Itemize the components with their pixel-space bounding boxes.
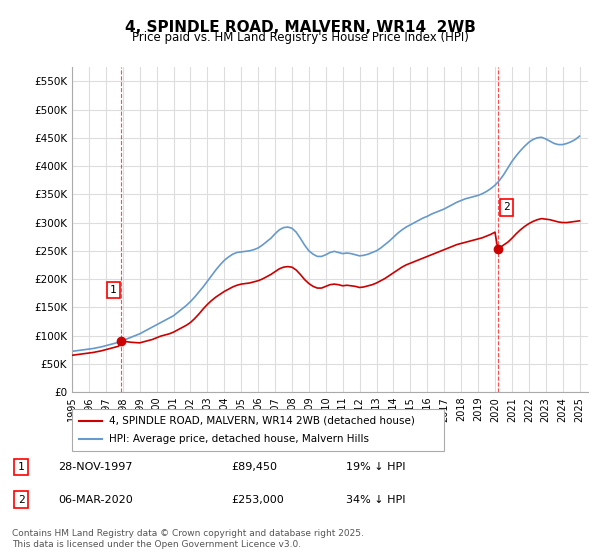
Text: 28-NOV-1997: 28-NOV-1997 [58,462,133,472]
Text: £89,450: £89,450 [231,462,277,472]
Text: Contains HM Land Registry data © Crown copyright and database right 2025.
This d: Contains HM Land Registry data © Crown c… [12,529,364,549]
Text: 4, SPINDLE ROAD, MALVERN, WR14  2WB: 4, SPINDLE ROAD, MALVERN, WR14 2WB [125,20,475,35]
Text: 2: 2 [503,202,510,212]
Text: 19% ↓ HPI: 19% ↓ HPI [346,462,406,472]
Text: 1: 1 [18,462,25,472]
Text: 06-MAR-2020: 06-MAR-2020 [58,495,133,505]
Text: HPI: Average price, detached house, Malvern Hills: HPI: Average price, detached house, Malv… [109,434,369,444]
Text: 1: 1 [110,285,117,295]
FancyBboxPatch shape [72,409,444,451]
Text: 4, SPINDLE ROAD, MALVERN, WR14 2WB (detached house): 4, SPINDLE ROAD, MALVERN, WR14 2WB (deta… [109,416,415,426]
Text: Price paid vs. HM Land Registry's House Price Index (HPI): Price paid vs. HM Land Registry's House … [131,31,469,44]
Text: 34% ↓ HPI: 34% ↓ HPI [346,495,406,505]
Text: 2: 2 [18,495,25,505]
Text: £253,000: £253,000 [231,495,284,505]
